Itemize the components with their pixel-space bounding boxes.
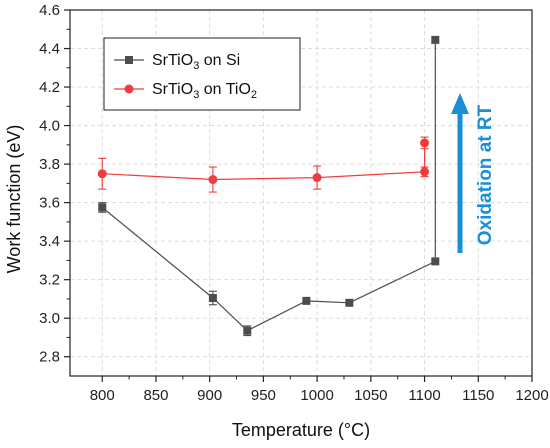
legend-label-srtio3-on-tio2: SrTiO3 on TiO2 [152, 81, 257, 101]
x-axis-title: Temperature (°C) [232, 420, 370, 440]
y-tick-label: 4.2 [39, 79, 60, 96]
oxidation-annotation-label: Oxidation at RT [475, 104, 496, 245]
data-point [302, 296, 311, 305]
arrow-head-icon [451, 93, 469, 114]
y-tick-label: 4.0 [39, 118, 60, 135]
data-point [243, 326, 252, 335]
x-tick-label: 900 [197, 387, 222, 404]
legend-marker-srtio3-on-tio2 [124, 84, 134, 94]
y-tick-label: 3.0 [39, 310, 60, 327]
x-tick-label: 1050 [354, 387, 387, 404]
legend-entry-srtio3-on-si: SrTiO3 on Si [114, 52, 240, 72]
x-tick-label: 950 [251, 387, 276, 404]
legend-box [103, 37, 301, 111]
x-tick-label: 1150 [462, 387, 494, 404]
axis-ticks: 800 850 900 950 1000 1050 1100 1150 1200 2.8 3.0 3.… [39, 2, 549, 404]
data-point [208, 175, 218, 185]
x-tick-label: 1000 [300, 387, 333, 404]
x-tick-label: 850 [143, 387, 168, 404]
data-point [208, 293, 217, 302]
y-tick-label: 4.6 [39, 2, 60, 19]
data-point [345, 298, 354, 307]
series-layer [97, 35, 440, 337]
legend: SrTiO3 on Si SrTiO3 on TiO2 [103, 37, 301, 111]
data-point [431, 257, 440, 266]
data-point [97, 169, 107, 179]
data-point [431, 35, 440, 44]
data-point [420, 167, 430, 177]
y-axis-title: Work function (eV) [4, 125, 24, 274]
legend-entry-srtio3-on-tio2: SrTiO3 on TiO2 [114, 81, 257, 101]
data-point [98, 203, 107, 212]
legend-label-srtio3-on-si: SrTiO3 on Si [152, 52, 240, 72]
y-tick-label: 4.4 [39, 41, 60, 58]
x-tick-label: 1100 [408, 387, 440, 404]
data-point [420, 138, 430, 148]
y-tick-label: 3.4 [39, 233, 60, 250]
y-tick-label: 3.8 [39, 156, 60, 173]
x-tick-label: 800 [90, 387, 115, 404]
y-tick-label: 2.8 [39, 349, 60, 366]
plot-frame [69, 9, 533, 377]
oxidation-annotation: Oxidation at RT [451, 93, 496, 253]
x-tick-label: 1200 [515, 387, 548, 404]
legend-marker-srtio3-on-si [125, 56, 133, 64]
series-srtio3-on-tio2 [97, 136, 430, 193]
y-tick-label: 3.2 [39, 272, 60, 289]
y-tick-label: 3.6 [39, 195, 60, 212]
series-srtio3-on-si [98, 35, 440, 337]
data-point [312, 173, 322, 183]
